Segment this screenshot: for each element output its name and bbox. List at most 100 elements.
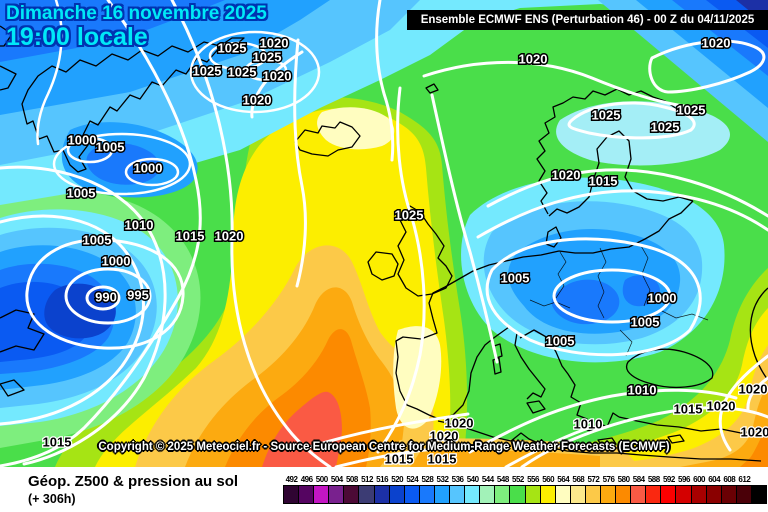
isobar-1015-east [476, 189, 768, 239]
scale-swatch [464, 485, 481, 504]
scale-cell: 540 [464, 475, 481, 504]
isobar-label-1015: 1015 [589, 174, 618, 189]
isobar-label-1025: 1025 [218, 41, 247, 56]
scale-cell-end [750, 475, 767, 504]
scale-swatch [388, 485, 405, 504]
scale-value: 612 [738, 475, 751, 484]
isobar-label-1025: 1025 [677, 103, 706, 118]
scale-swatch [524, 485, 541, 504]
scale-value: 604 [708, 475, 721, 484]
scale-value: 576 [602, 475, 615, 484]
scale-value: 592 [662, 475, 675, 484]
scale-value: 588 [647, 475, 660, 484]
isobar-1000-europe [552, 268, 672, 324]
scale-cell: 580 [615, 475, 632, 504]
scale-cell: 552 [509, 475, 526, 504]
map-area: 1000 1005 1000 1005 1005 1010 1015 1020 1000 990 9… [0, 0, 768, 469]
scale-swatch [433, 485, 451, 504]
scale-cell: 556 [524, 475, 541, 504]
ireland-coast [367, 251, 399, 281]
isobar-label-1025: 1025 [228, 65, 257, 80]
scale-cell: 592 [660, 475, 677, 504]
scale-swatch [645, 485, 662, 504]
isobar-label-1025: 1025 [193, 64, 222, 79]
scale-swatch [449, 485, 466, 504]
isobar-label-995: 995 [127, 288, 149, 303]
scale-swatch [418, 485, 435, 504]
isobar-1010 [0, 165, 167, 466]
scale-swatch [599, 485, 617, 504]
balkan-coast [519, 329, 592, 432]
scale-swatch [690, 485, 707, 504]
scale-swatch [373, 485, 390, 504]
isobar-1020-east [486, 168, 768, 218]
scale-value: 544 [481, 475, 494, 484]
scale-value: 560 [542, 475, 555, 484]
legend-strip: Géop. Z500 & pression au sol (+ 306h) 49… [0, 467, 768, 512]
scale-cell: 568 [569, 475, 586, 504]
baffin-coast [0, 65, 17, 91]
isobar-label-1020: 1020 [263, 69, 292, 84]
sicily-coast [526, 400, 546, 414]
isobar-label-1010: 1010 [125, 218, 154, 233]
scale-swatch [720, 485, 737, 504]
isobar-1015-sw [334, 442, 502, 469]
isobar-label-1010: 1010 [574, 417, 603, 432]
isobar-1000-greenland-b [124, 157, 180, 187]
isobar-label-1005: 1005 [501, 271, 530, 286]
britain-coast [397, 205, 453, 297]
scale-swatch [539, 485, 556, 504]
isobar-990 [85, 285, 121, 311]
newfoundland-coast [0, 309, 45, 353]
isobar-label-1020: 1020 [430, 429, 459, 444]
scale-cell: 516 [373, 475, 390, 504]
scale-value: 596 [678, 475, 690, 484]
isobar-label-1015: 1015 [176, 229, 205, 244]
scale-value: 584 [632, 475, 645, 484]
isobar-label-1000: 1000 [102, 254, 131, 269]
isobar-label-1005: 1005 [631, 315, 660, 330]
isobar-label-1020: 1020 [552, 168, 581, 183]
isobar-1020-se [718, 354, 768, 452]
isobar-1010-south [468, 388, 738, 454]
scale-swatch [479, 485, 496, 504]
legend-leadtime: (+ 306h) [28, 492, 76, 506]
scale-value: 600 [693, 475, 705, 484]
isobar-995 [64, 267, 152, 325]
scale-cell: 492 [283, 475, 300, 504]
isobar-1005-europe [485, 237, 702, 357]
scale-swatch [298, 485, 315, 504]
scale-value: 552 [512, 475, 524, 484]
isobar-label-1020: 1020 [519, 52, 548, 67]
caspian-coast [749, 287, 768, 381]
scale-cell: 508 [343, 475, 360, 504]
model-header: Ensemble ECMWF ENS (Perturbation 46) - 0… [407, 10, 768, 30]
scale-swatch [313, 485, 330, 504]
scale-swatch [554, 485, 571, 504]
scale-value: 564 [557, 475, 570, 484]
isobar-label-1015: 1015 [674, 402, 703, 417]
scale-cell: 528 [418, 475, 435, 504]
scale-cell: 536 [449, 475, 466, 504]
scale-cell: 588 [645, 475, 662, 504]
isobar-label-1020: 1020 [702, 36, 731, 51]
scale-swatch [660, 485, 677, 504]
scale-cell: 572 [584, 475, 601, 504]
scale-value: 524 [406, 475, 419, 484]
scale-swatch [615, 485, 632, 504]
isobar-1020-arctic [422, 60, 686, 108]
isobar-1025-greenland-b [244, 58, 288, 82]
scale-cell: 564 [554, 475, 571, 504]
cyprus-coast [667, 434, 685, 444]
scale-cell: 500 [313, 475, 330, 504]
scale-swatch [569, 485, 586, 504]
isobar-label-1005: 1005 [83, 233, 112, 248]
scale-cell: 560 [539, 475, 556, 504]
isobar-label-1000: 1000 [68, 133, 97, 148]
isobar-1005 [0, 214, 145, 426]
scale-cell: 524 [403, 475, 420, 504]
scale-cell: 544 [479, 475, 496, 504]
iceland-coast [294, 121, 361, 157]
isobar-label-1015: 1015 [428, 452, 457, 467]
isobar-label-1020: 1020 [739, 382, 768, 397]
